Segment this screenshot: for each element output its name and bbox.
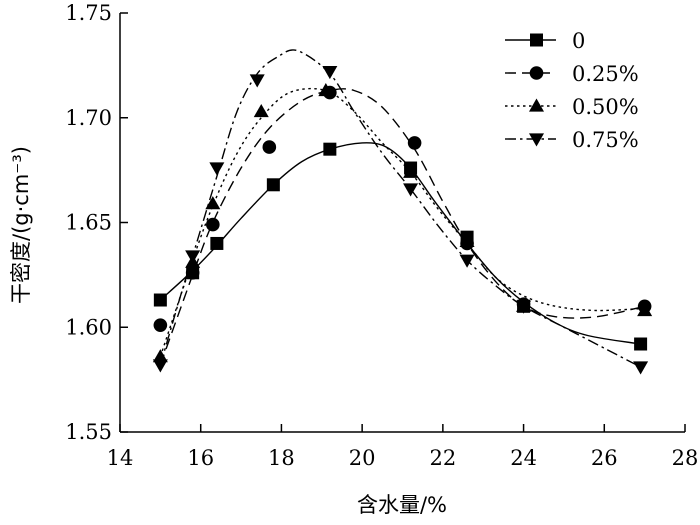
data-point-3-3 — [249, 74, 265, 88]
data-point-2-6 — [459, 233, 475, 247]
series-line-0 — [159, 142, 641, 345]
legend-marker-0 — [530, 33, 543, 47]
legend-marker-1 — [529, 66, 544, 80]
y-tick-label: 1.60 — [65, 315, 112, 339]
y-tick-label: 1.70 — [65, 106, 112, 130]
data-point-1-0 — [153, 318, 168, 332]
series-line-3 — [159, 49, 641, 368]
data-point-3-5 — [403, 183, 419, 197]
data-point-2-0 — [152, 349, 168, 363]
legend-marker-2 — [529, 98, 544, 112]
x-tick-label: 16 — [187, 446, 214, 470]
data-point-2-2 — [205, 196, 221, 210]
x-tick-label: 26 — [591, 446, 618, 470]
x-tick-label: 18 — [268, 446, 295, 470]
x-tick-label: 28 — [672, 446, 699, 470]
x-ticks: 14 16 18 20 22 24 26 28 — [107, 424, 699, 470]
x-tick-label: 22 — [429, 446, 456, 470]
data-point-2-8 — [637, 302, 653, 317]
data-point-1-2 — [206, 217, 220, 232]
data-point-3-4 — [322, 66, 338, 80]
data-point-3-6 — [459, 254, 475, 268]
data-point-2-4 — [318, 83, 334, 97]
x-axis-title: 含水量/% — [357, 493, 447, 517]
data-point-0-2 — [210, 236, 224, 250]
data-point-3-7 — [516, 300, 532, 314]
data-point-3-8 — [633, 361, 649, 375]
series-line-2 — [159, 87, 645, 357]
data-point-0-4 — [323, 142, 337, 156]
series-markers — [152, 66, 653, 375]
data-point-0-8 — [634, 337, 648, 351]
y-axis-title: 干密度/(g·cm⁻³) — [9, 146, 33, 304]
data-point-2-5 — [403, 164, 419, 178]
y-tick-label: 1.55 — [65, 420, 112, 444]
legend-label-0: 0 — [572, 29, 585, 53]
data-point-1-3 — [262, 140, 277, 154]
data-point-0-3 — [266, 178, 280, 192]
y-ticks: 1.55 1.60 1.65 1.70 1.75 — [65, 1, 128, 444]
legend: 0 0.25% 0.50% 0.75% — [505, 29, 639, 152]
data-point-1-1 — [185, 265, 200, 280]
data-point-3-1 — [185, 250, 201, 264]
data-point-3-0 — [152, 359, 168, 373]
y-tick-label: 1.65 — [65, 211, 112, 235]
legend-label-1: 0.25% — [572, 62, 639, 86]
y-tick-label: 1.75 — [65, 1, 112, 25]
legend-label-3: 0.75% — [572, 128, 639, 152]
legend-label-2: 0.50% — [572, 95, 639, 119]
series-curves — [159, 49, 645, 368]
data-point-0-0 — [153, 293, 167, 307]
x-tick-label: 24 — [510, 446, 537, 470]
data-point-2-3 — [253, 103, 269, 118]
x-tick-label: 14 — [107, 446, 134, 470]
x-tick-label: 20 — [349, 446, 376, 470]
legend-marker-3 — [529, 133, 544, 147]
data-point-1-5 — [407, 136, 422, 150]
data-point-3-2 — [209, 162, 225, 176]
